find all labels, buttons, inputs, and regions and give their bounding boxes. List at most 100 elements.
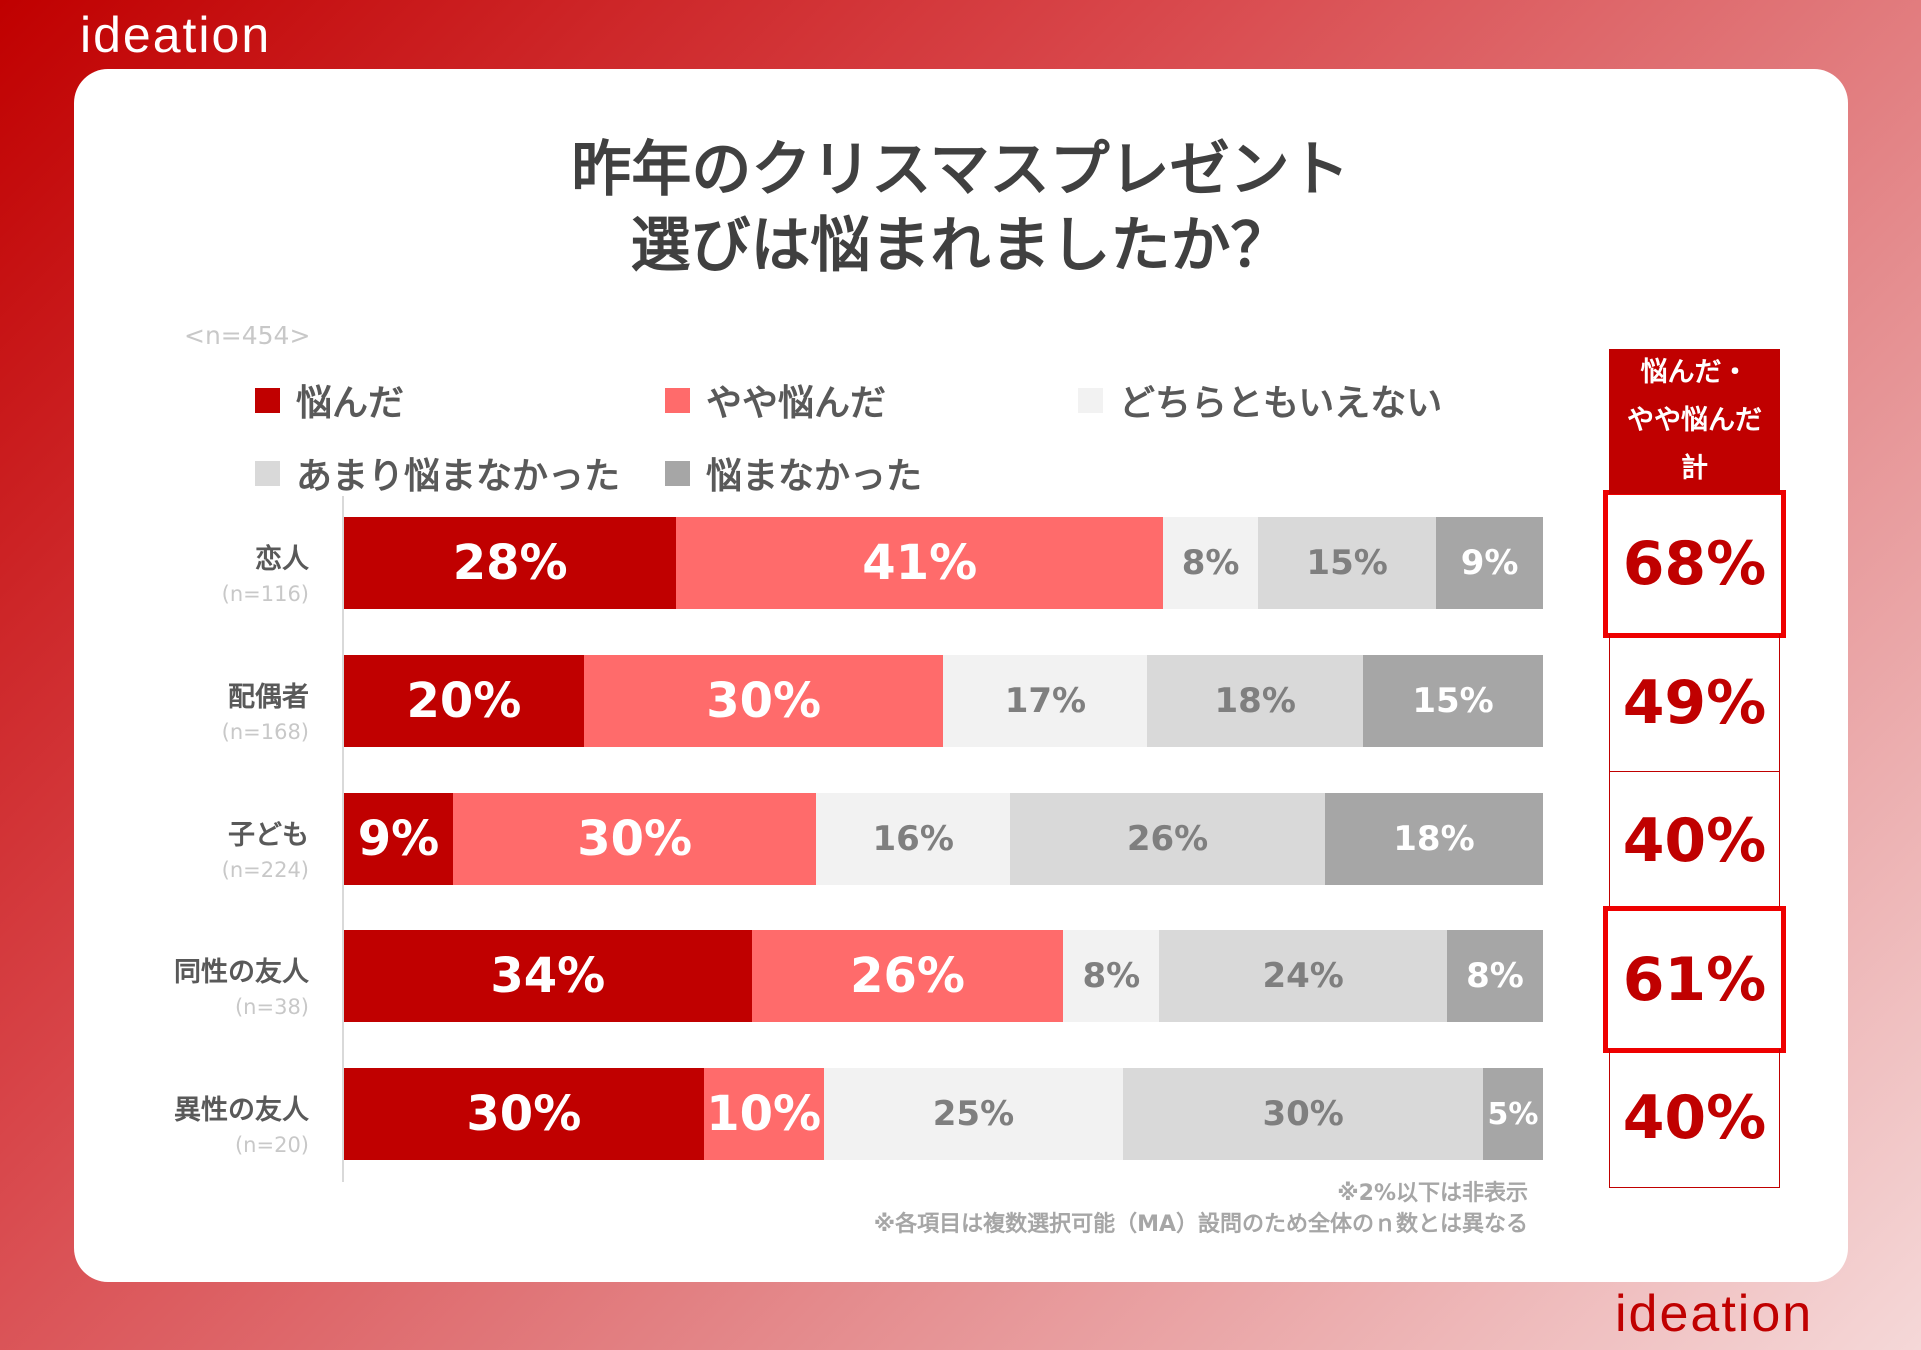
total-header-line: 悩んだ・	[1640, 357, 1749, 388]
total-value: 68%	[1603, 490, 1786, 638]
bar-segment-not-much: 24%	[1159, 930, 1448, 1022]
bar-segment-worried: 20%	[344, 655, 584, 747]
data-label: 8%	[1466, 956, 1524, 996]
bar-segment-not-worried: 8%	[1447, 930, 1543, 1022]
legend-item: やや悩んだ	[665, 374, 886, 426]
legend-label: 悩まなかった	[706, 456, 923, 497]
bar-segment-not-worried: 15%	[1363, 655, 1543, 747]
logo: ideation	[1615, 1285, 1814, 1343]
y-axis-line	[342, 496, 344, 1182]
total-value: 40%	[1609, 1049, 1780, 1188]
data-label: 15%	[1306, 543, 1388, 583]
legend-item: あまり悩まなかった	[255, 447, 620, 499]
legend-item: どちらともいえない	[1078, 374, 1442, 426]
logo: ideation	[80, 7, 272, 63]
footnote: ※2%以下は非表示	[1337, 1181, 1528, 1206]
data-label: 16%	[872, 819, 954, 859]
data-label: 34%	[490, 948, 606, 1004]
bar-segment-worried: 9%	[344, 793, 453, 885]
data-label: 30%	[466, 1086, 582, 1142]
data-label: 18%	[1214, 681, 1296, 721]
legend-swatch	[255, 387, 280, 413]
bar-segment-not-worried: 5%	[1483, 1068, 1543, 1160]
bar-segment-somewhat-worried: 30%	[583, 655, 944, 747]
legend-label: 悩んだ	[296, 383, 405, 424]
legend-label: どちらともいえない	[1119, 383, 1443, 424]
total-value: 61%	[1603, 906, 1786, 1053]
data-label: 15%	[1412, 681, 1494, 721]
category-name: 同性の友人	[174, 957, 309, 988]
data-label: 10%	[706, 1086, 822, 1142]
category-n: (n=38)	[234, 995, 309, 1019]
bar-segment-not-worried: 18%	[1324, 793, 1543, 885]
total-header-line: やや悩んだ	[1627, 405, 1762, 436]
chart-title-line2: 選びは悩まれましたか？	[630, 211, 1291, 281]
bar-segment-somewhat-worried: 41%	[676, 517, 1164, 609]
data-label: 9%	[357, 811, 440, 867]
total-value: 49%	[1609, 634, 1780, 772]
data-label: 24%	[1262, 956, 1344, 996]
category-label: 異性の友人 (n=20)	[174, 1088, 309, 1157]
data-label: 8%	[1082, 956, 1141, 996]
bar-segment-worried: 34%	[344, 930, 752, 1022]
data-label: 18%	[1393, 819, 1475, 859]
bar-segment-not-much: 15%	[1258, 517, 1437, 609]
data-label: 30%	[1262, 1094, 1344, 1134]
legend-swatch	[665, 460, 690, 486]
data-label: 17%	[1004, 681, 1087, 721]
category-label: 同性の友人 (n=38)	[174, 950, 309, 1019]
data-label: 30%	[577, 811, 693, 867]
bar-segment-somewhat-worried: 10%	[703, 1068, 824, 1160]
data-label: 25%	[932, 1094, 1015, 1134]
total-value: 40%	[1609, 772, 1780, 910]
data-label: 20%	[406, 673, 522, 729]
bar-segment-not-worried: 9%	[1436, 517, 1543, 609]
stacked-bar: 28% 41% 8% 15% 9%	[344, 517, 1543, 609]
stacked-bar: 34% 26% 8% 24% 8%	[344, 930, 1543, 1022]
category-n: (n=116)	[221, 582, 309, 606]
data-label: 28%	[452, 535, 568, 591]
legend-item: 悩まなかった	[665, 447, 922, 499]
bar-segment-not-much: 18%	[1147, 655, 1364, 747]
legend-swatch	[1078, 387, 1103, 413]
sample-size: <n=454>	[184, 321, 311, 350]
legend-swatch	[255, 460, 280, 486]
category-name: 異性の友人	[174, 1095, 309, 1126]
data-label: 8%	[1181, 543, 1240, 583]
data-label: 26%	[1126, 819, 1209, 859]
data-label: 41%	[862, 535, 978, 591]
data-label: 5%	[1487, 1096, 1539, 1132]
stacked-bar: 20% 30% 17% 18% 15%	[344, 655, 1543, 747]
bar-segment-neutral: 25%	[823, 1068, 1124, 1160]
category-label: 子ども (n=224)	[222, 813, 309, 882]
legend-item: 悩んだ	[255, 374, 404, 426]
total-header-line: 計	[1681, 453, 1708, 484]
category-n: (n=20)	[234, 1133, 309, 1157]
footnote: ※各項目は複数選択可能（MA）設問のため全体のｎ数とは異なる	[873, 1212, 1528, 1237]
category-name: 子ども	[228, 820, 309, 851]
bar-segment-neutral: 8%	[1163, 517, 1259, 609]
bar-segment-not-much: 30%	[1123, 1068, 1484, 1160]
stacked-bar: 9% 30% 16% 26% 18%	[344, 793, 1543, 885]
bar-segment-neutral: 16%	[816, 793, 1011, 885]
bar-segment-somewhat-worried: 26%	[751, 930, 1064, 1022]
bar-segment-neutral: 17%	[943, 655, 1148, 747]
category-label: 恋人 (n=116)	[222, 537, 309, 606]
bar-segment-somewhat-worried: 30%	[453, 793, 817, 885]
category-label: 配偶者 (n=168)	[222, 675, 309, 744]
data-label: 30%	[706, 673, 822, 729]
category-name: 配偶者	[228, 682, 309, 713]
legend-swatch	[665, 387, 690, 413]
bar-segment-worried: 30%	[344, 1068, 704, 1160]
legend-label: あまり悩まなかった	[296, 456, 621, 497]
data-label: 9%	[1460, 543, 1519, 583]
category-n: (n=224)	[221, 858, 309, 882]
bar-segment-neutral: 8%	[1063, 930, 1160, 1022]
bar-segment-not-much: 26%	[1010, 793, 1325, 885]
category-name: 恋人	[255, 544, 309, 575]
category-n: (n=168)	[221, 720, 309, 744]
stacked-bar: 30% 10% 25% 30% 5%	[344, 1068, 1543, 1160]
bar-segment-worried: 28%	[344, 517, 677, 609]
data-label: 26%	[850, 948, 965, 1004]
total-header: 悩んだ・ やや悩んだ 計	[1609, 349, 1780, 494]
